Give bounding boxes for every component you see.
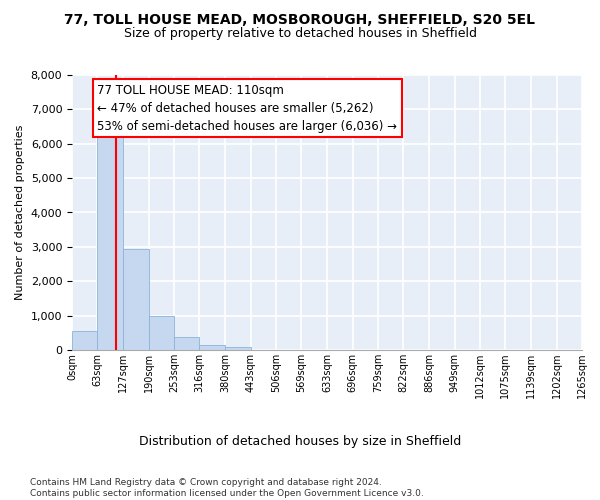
Bar <box>72 331 97 350</box>
Bar <box>225 347 251 350</box>
Bar <box>199 344 225 350</box>
Text: Size of property relative to detached houses in Sheffield: Size of property relative to detached ho… <box>124 28 476 40</box>
Y-axis label: Number of detached properties: Number of detached properties <box>15 125 25 300</box>
Text: Contains HM Land Registry data © Crown copyright and database right 2024.
Contai: Contains HM Land Registry data © Crown c… <box>30 478 424 498</box>
Text: 77 TOLL HOUSE MEAD: 110sqm
← 47% of detached houses are smaller (5,262)
53% of s: 77 TOLL HOUSE MEAD: 110sqm ← 47% of deta… <box>97 84 397 132</box>
Bar <box>149 316 174 350</box>
Text: Distribution of detached houses by size in Sheffield: Distribution of detached houses by size … <box>139 435 461 448</box>
Bar <box>174 338 199 350</box>
Text: 77, TOLL HOUSE MEAD, MOSBOROUGH, SHEFFIELD, S20 5EL: 77, TOLL HOUSE MEAD, MOSBOROUGH, SHEFFIE… <box>65 12 536 26</box>
Bar <box>123 248 149 350</box>
Bar <box>97 130 123 350</box>
